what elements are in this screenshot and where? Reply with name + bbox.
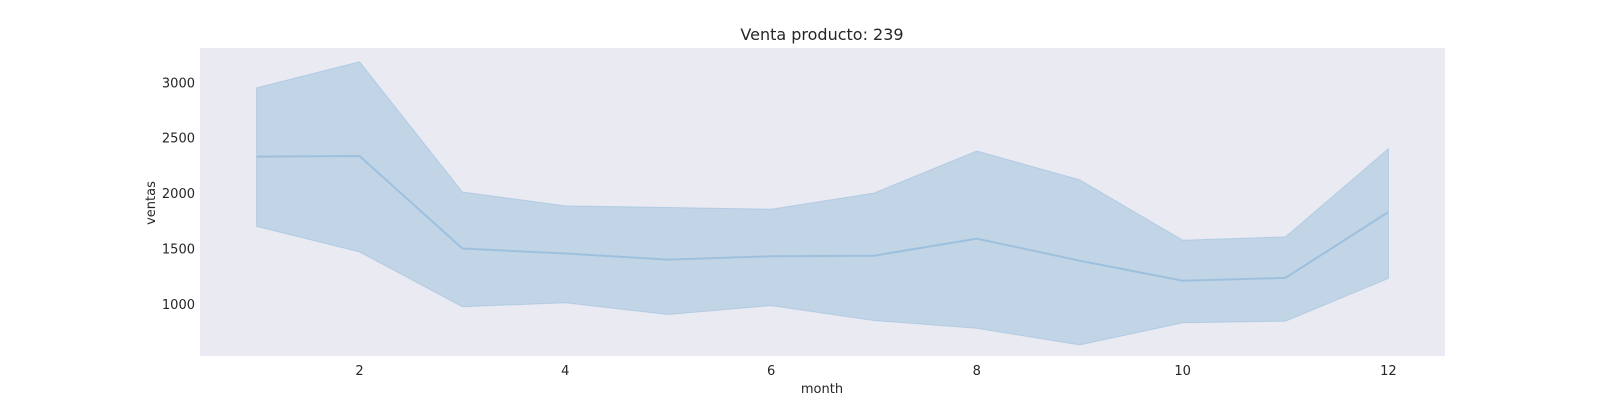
y-tick-label: 2500 xyxy=(162,132,195,147)
x-tick-label: 6 xyxy=(767,364,775,379)
chart-title: Venta producto: 239 xyxy=(740,25,903,44)
y-tick-label: 2000 xyxy=(162,187,195,202)
y-tick-label: 3000 xyxy=(162,76,195,91)
x-axis-label: month xyxy=(801,382,843,397)
y-tick-label: 1000 xyxy=(162,298,195,313)
y-axis-label: ventas xyxy=(144,181,159,225)
series-line xyxy=(256,154,1389,282)
x-tick-label: 2 xyxy=(355,364,363,379)
confidence-band xyxy=(256,61,1389,346)
x-tick-label: 12 xyxy=(1380,364,1397,379)
y-tick-label: 1500 xyxy=(162,243,195,258)
x-tick-label: 4 xyxy=(561,364,569,379)
x-tick-label: 8 xyxy=(973,364,981,379)
x-tick-label: 10 xyxy=(1174,364,1191,379)
